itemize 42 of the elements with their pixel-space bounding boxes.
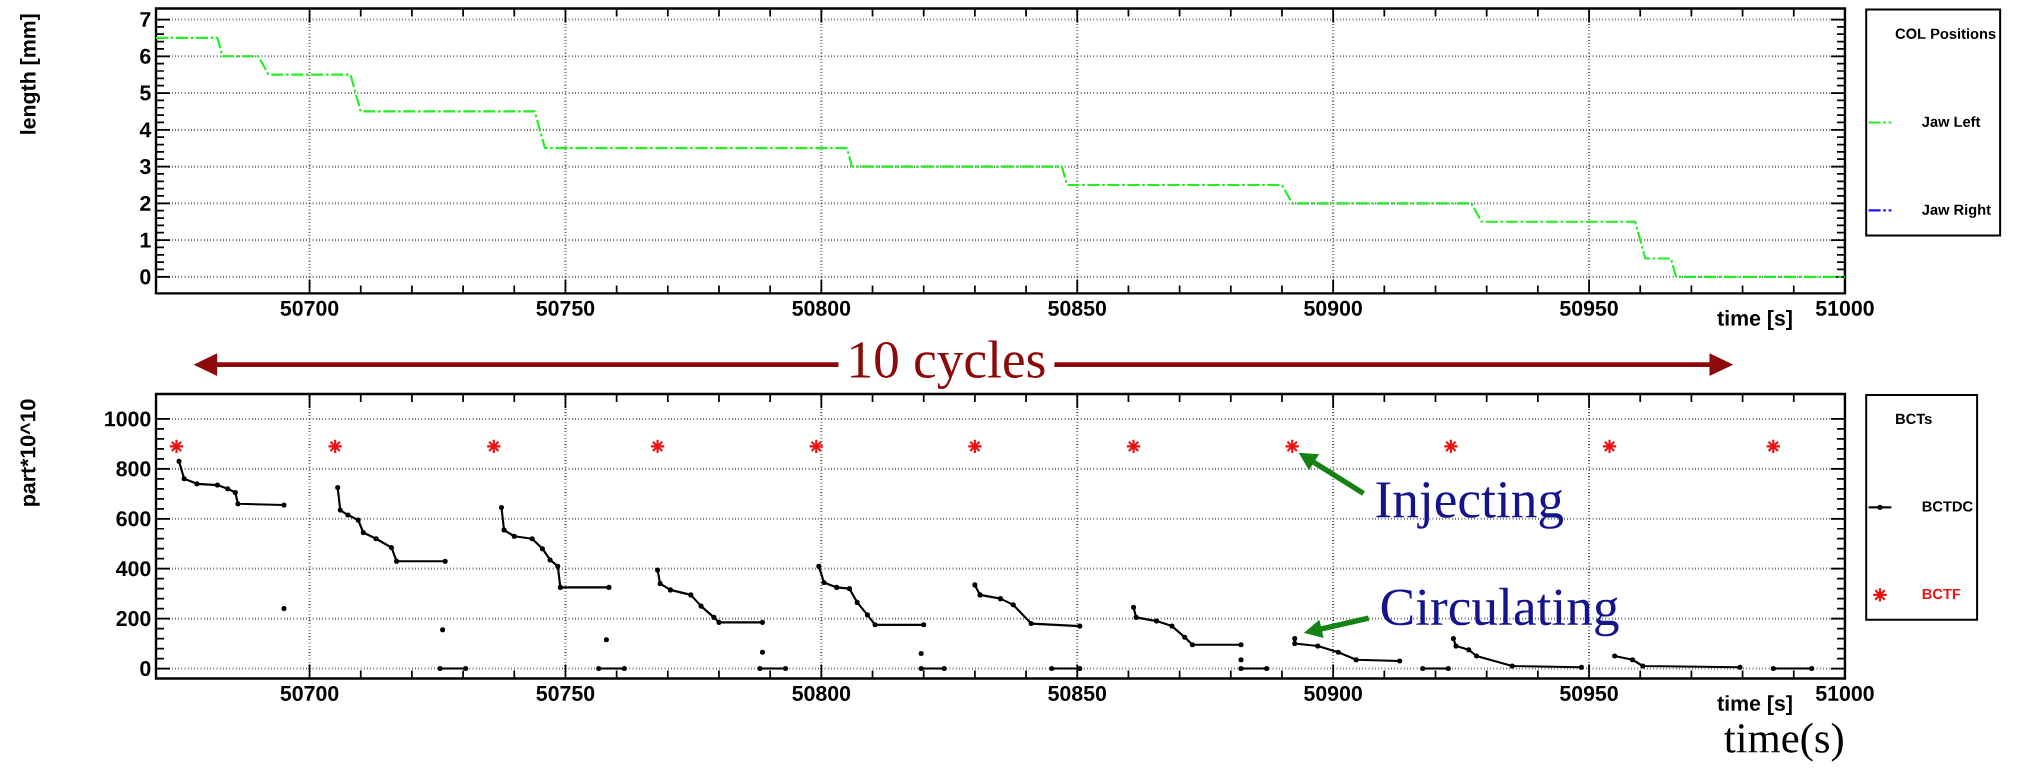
- x-tick-label: 50800: [792, 685, 851, 701]
- y-tick-label: 4: [139, 122, 152, 138]
- y-axis-title: part*10^10: [20, 399, 40, 506]
- y-tick-label: 0: [140, 660, 151, 677]
- x-tick-label: 50700: [280, 300, 339, 316]
- y-tick-label: 6: [140, 48, 151, 64]
- x-axis-title: time [s]: [1717, 695, 1792, 716]
- y-tick-label: 600: [116, 511, 151, 527]
- y-tick-label: 2: [140, 195, 151, 211]
- x-tick-label: 50900: [1304, 685, 1362, 701]
- y-tick-label: 0: [140, 269, 151, 285]
- x-tick-label: 51000: [1815, 300, 1874, 316]
- x-tick-label: 50800: [792, 300, 851, 316]
- x-tick-label: 50950: [1560, 300, 1618, 316]
- annotation: Circulating: [1381, 587, 1619, 637]
- y-tick-label: 800: [116, 461, 151, 477]
- y-tick-label: 400: [116, 561, 151, 577]
- x-tick-label: 50750: [536, 300, 595, 316]
- y-tick-label: 200: [116, 611, 151, 627]
- x-tick-label: 51000: [1815, 685, 1874, 701]
- legend-title: BCTs: [1896, 413, 1932, 425]
- y-tick-label: 1000: [105, 411, 151, 427]
- x-tick-label: 50850: [1048, 300, 1107, 316]
- text: 10 cycles: [851, 340, 1045, 389]
- legend-label: Jaw Right: [1921, 204, 1991, 218]
- y-tick-label: 1: [140, 232, 151, 248]
- y-tick-label: 5: [140, 85, 151, 101]
- y-tick-label: 7: [140, 12, 151, 27]
- x-tick-label: 50950: [1560, 685, 1618, 701]
- legend-label: Jaw Left: [1921, 116, 1981, 127]
- annotation: Injecting: [1376, 482, 1564, 529]
- y-tick-label: 3: [139, 159, 151, 175]
- text: BCTF: [1922, 588, 1961, 600]
- x-tick-label: 50700: [280, 685, 339, 701]
- y-axis-title: length [mm]: [20, 14, 41, 134]
- x-tick-label: 50750: [536, 685, 595, 701]
- x-tick-label: 50900: [1304, 300, 1362, 316]
- legend-title: COL Positions: [1895, 28, 1996, 39]
- x-axis-title: time [s]: [1717, 310, 1792, 330]
- text: time(s): [1724, 722, 1843, 762]
- legend-label: BCTDC: [1922, 501, 1973, 512]
- x-tick-label: 50850: [1048, 685, 1107, 701]
